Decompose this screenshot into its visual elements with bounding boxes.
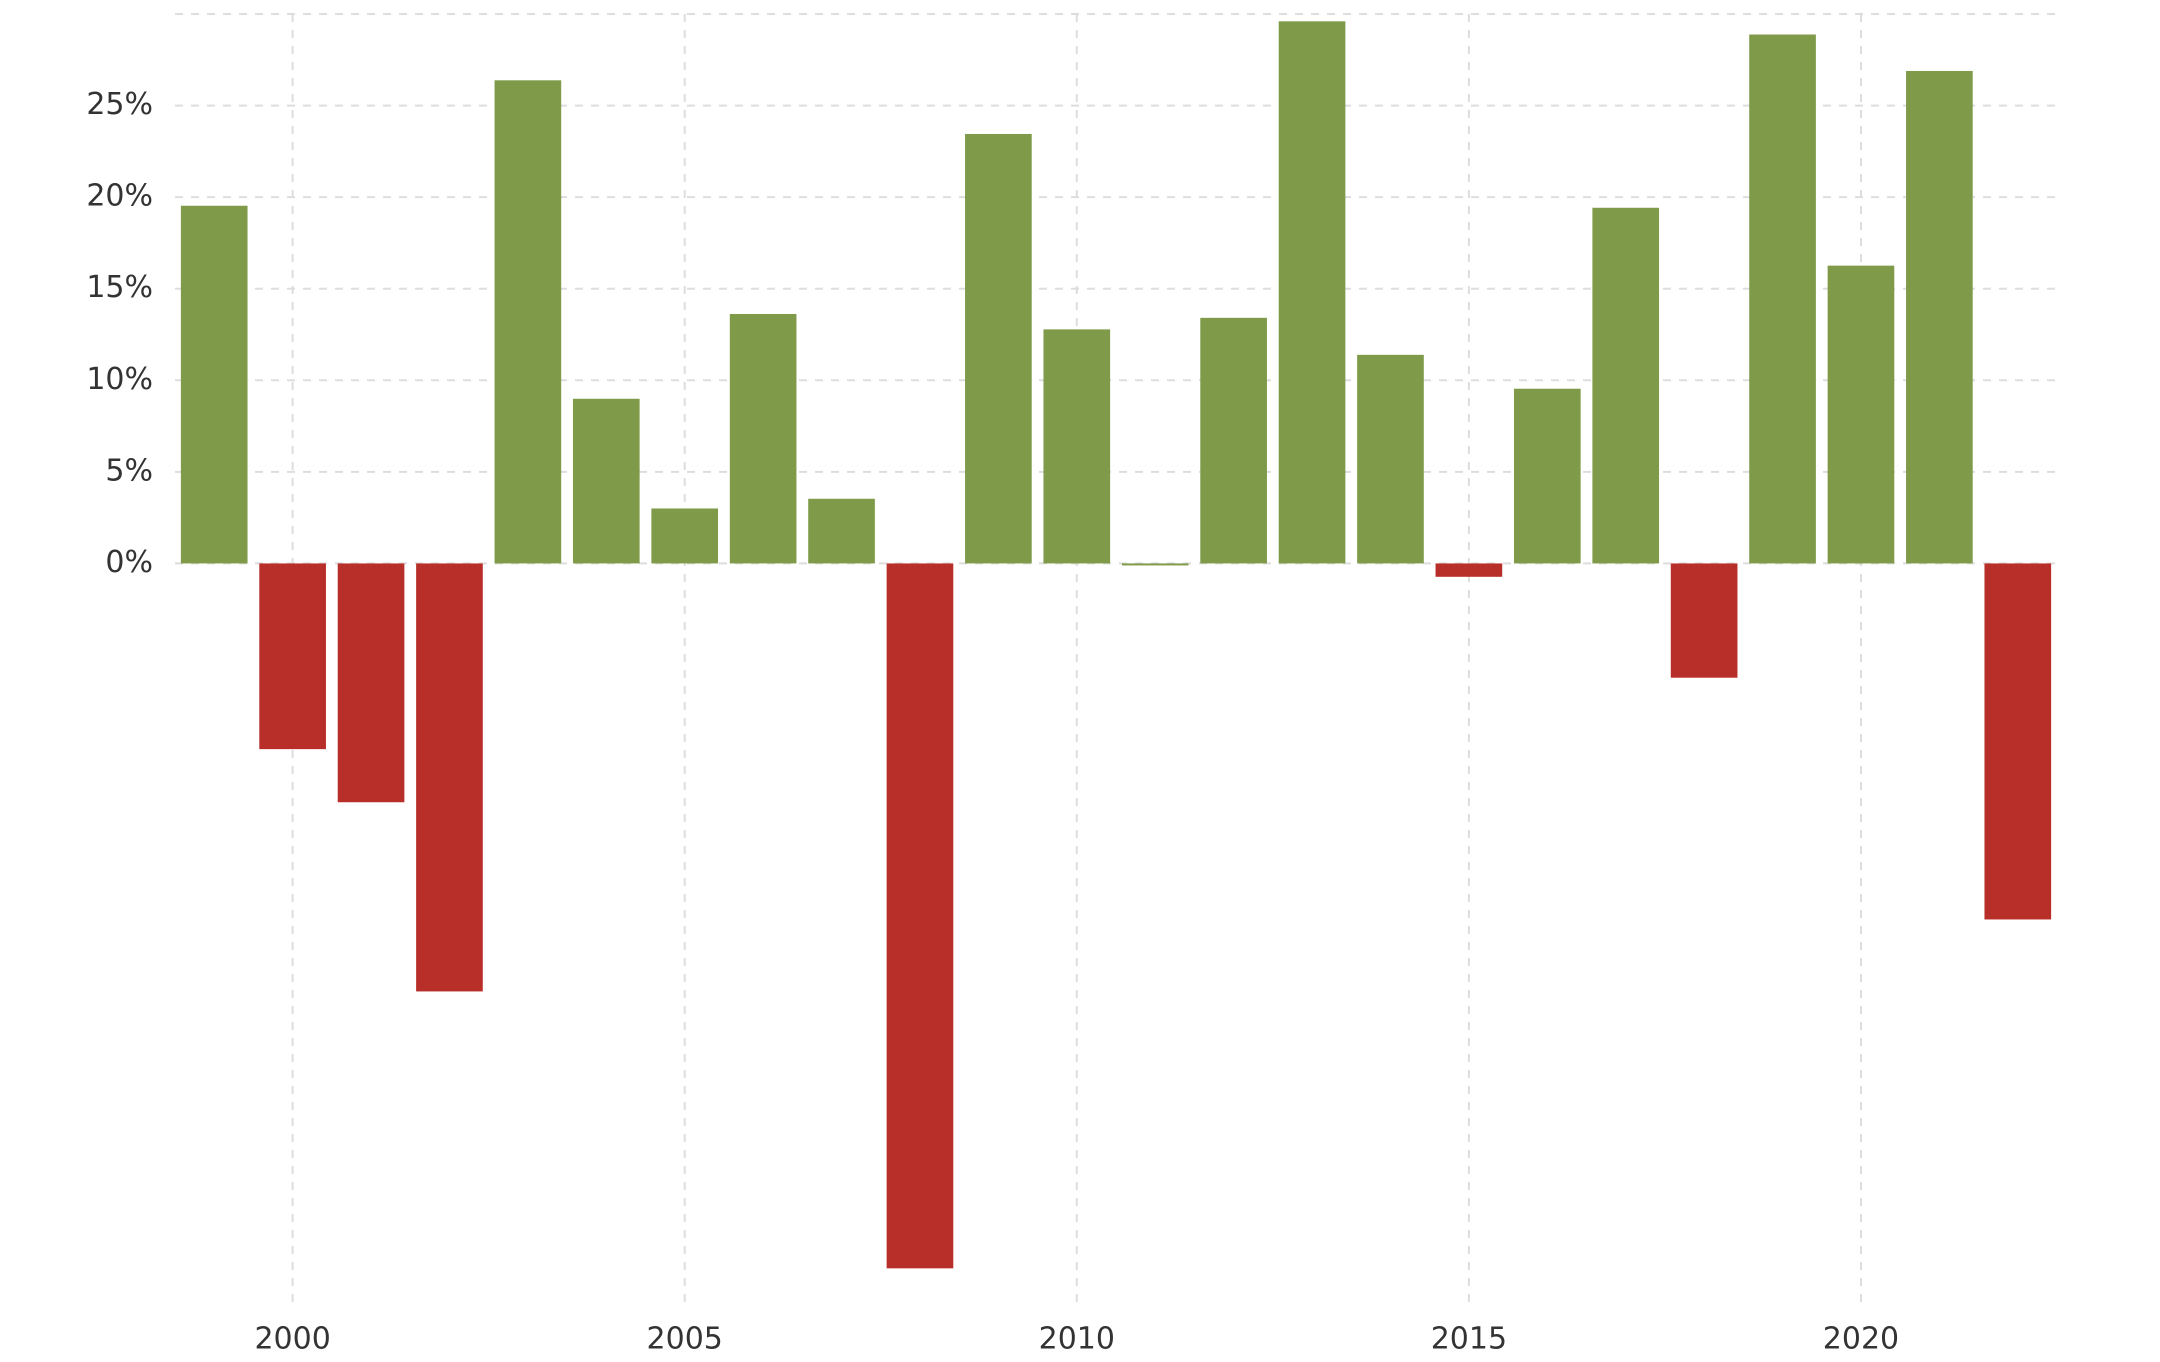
y-tick-label: 10% bbox=[86, 362, 153, 397]
x-tick-label: 2015 bbox=[1431, 1322, 1507, 1357]
bar bbox=[337, 563, 405, 803]
bar bbox=[1278, 21, 1346, 564]
bar bbox=[416, 563, 483, 992]
bar bbox=[1357, 354, 1424, 564]
x-tick-label: 2005 bbox=[647, 1322, 723, 1357]
bar bbox=[1121, 563, 1189, 566]
bar bbox=[1984, 563, 2052, 920]
bar bbox=[651, 508, 719, 564]
x-tick-label: 2020 bbox=[1823, 1322, 1899, 1357]
bar bbox=[1043, 329, 1111, 564]
bar bbox=[259, 563, 326, 750]
bar bbox=[180, 205, 248, 564]
y-tick-label: 0% bbox=[105, 545, 153, 580]
bar bbox=[494, 80, 562, 564]
bar bbox=[1435, 563, 1503, 577]
bar bbox=[1906, 70, 1973, 564]
y-tick-label: 15% bbox=[86, 270, 153, 305]
bar bbox=[886, 563, 954, 1269]
bar bbox=[1200, 317, 1267, 564]
bar bbox=[1749, 34, 1816, 564]
y-tick-label: 5% bbox=[105, 453, 153, 488]
bar bbox=[808, 498, 875, 564]
y-tick-label: 20% bbox=[86, 179, 153, 214]
y-tick-label: 25% bbox=[86, 87, 153, 122]
bar bbox=[1592, 207, 1660, 564]
x-tick-label: 2010 bbox=[1039, 1322, 1115, 1357]
bar bbox=[1827, 265, 1895, 564]
bar bbox=[965, 133, 1032, 564]
bar bbox=[572, 398, 640, 564]
bar bbox=[1513, 388, 1581, 564]
bar bbox=[729, 313, 797, 564]
bar bbox=[1670, 563, 1738, 678]
x-tick-label: 2000 bbox=[254, 1322, 330, 1357]
